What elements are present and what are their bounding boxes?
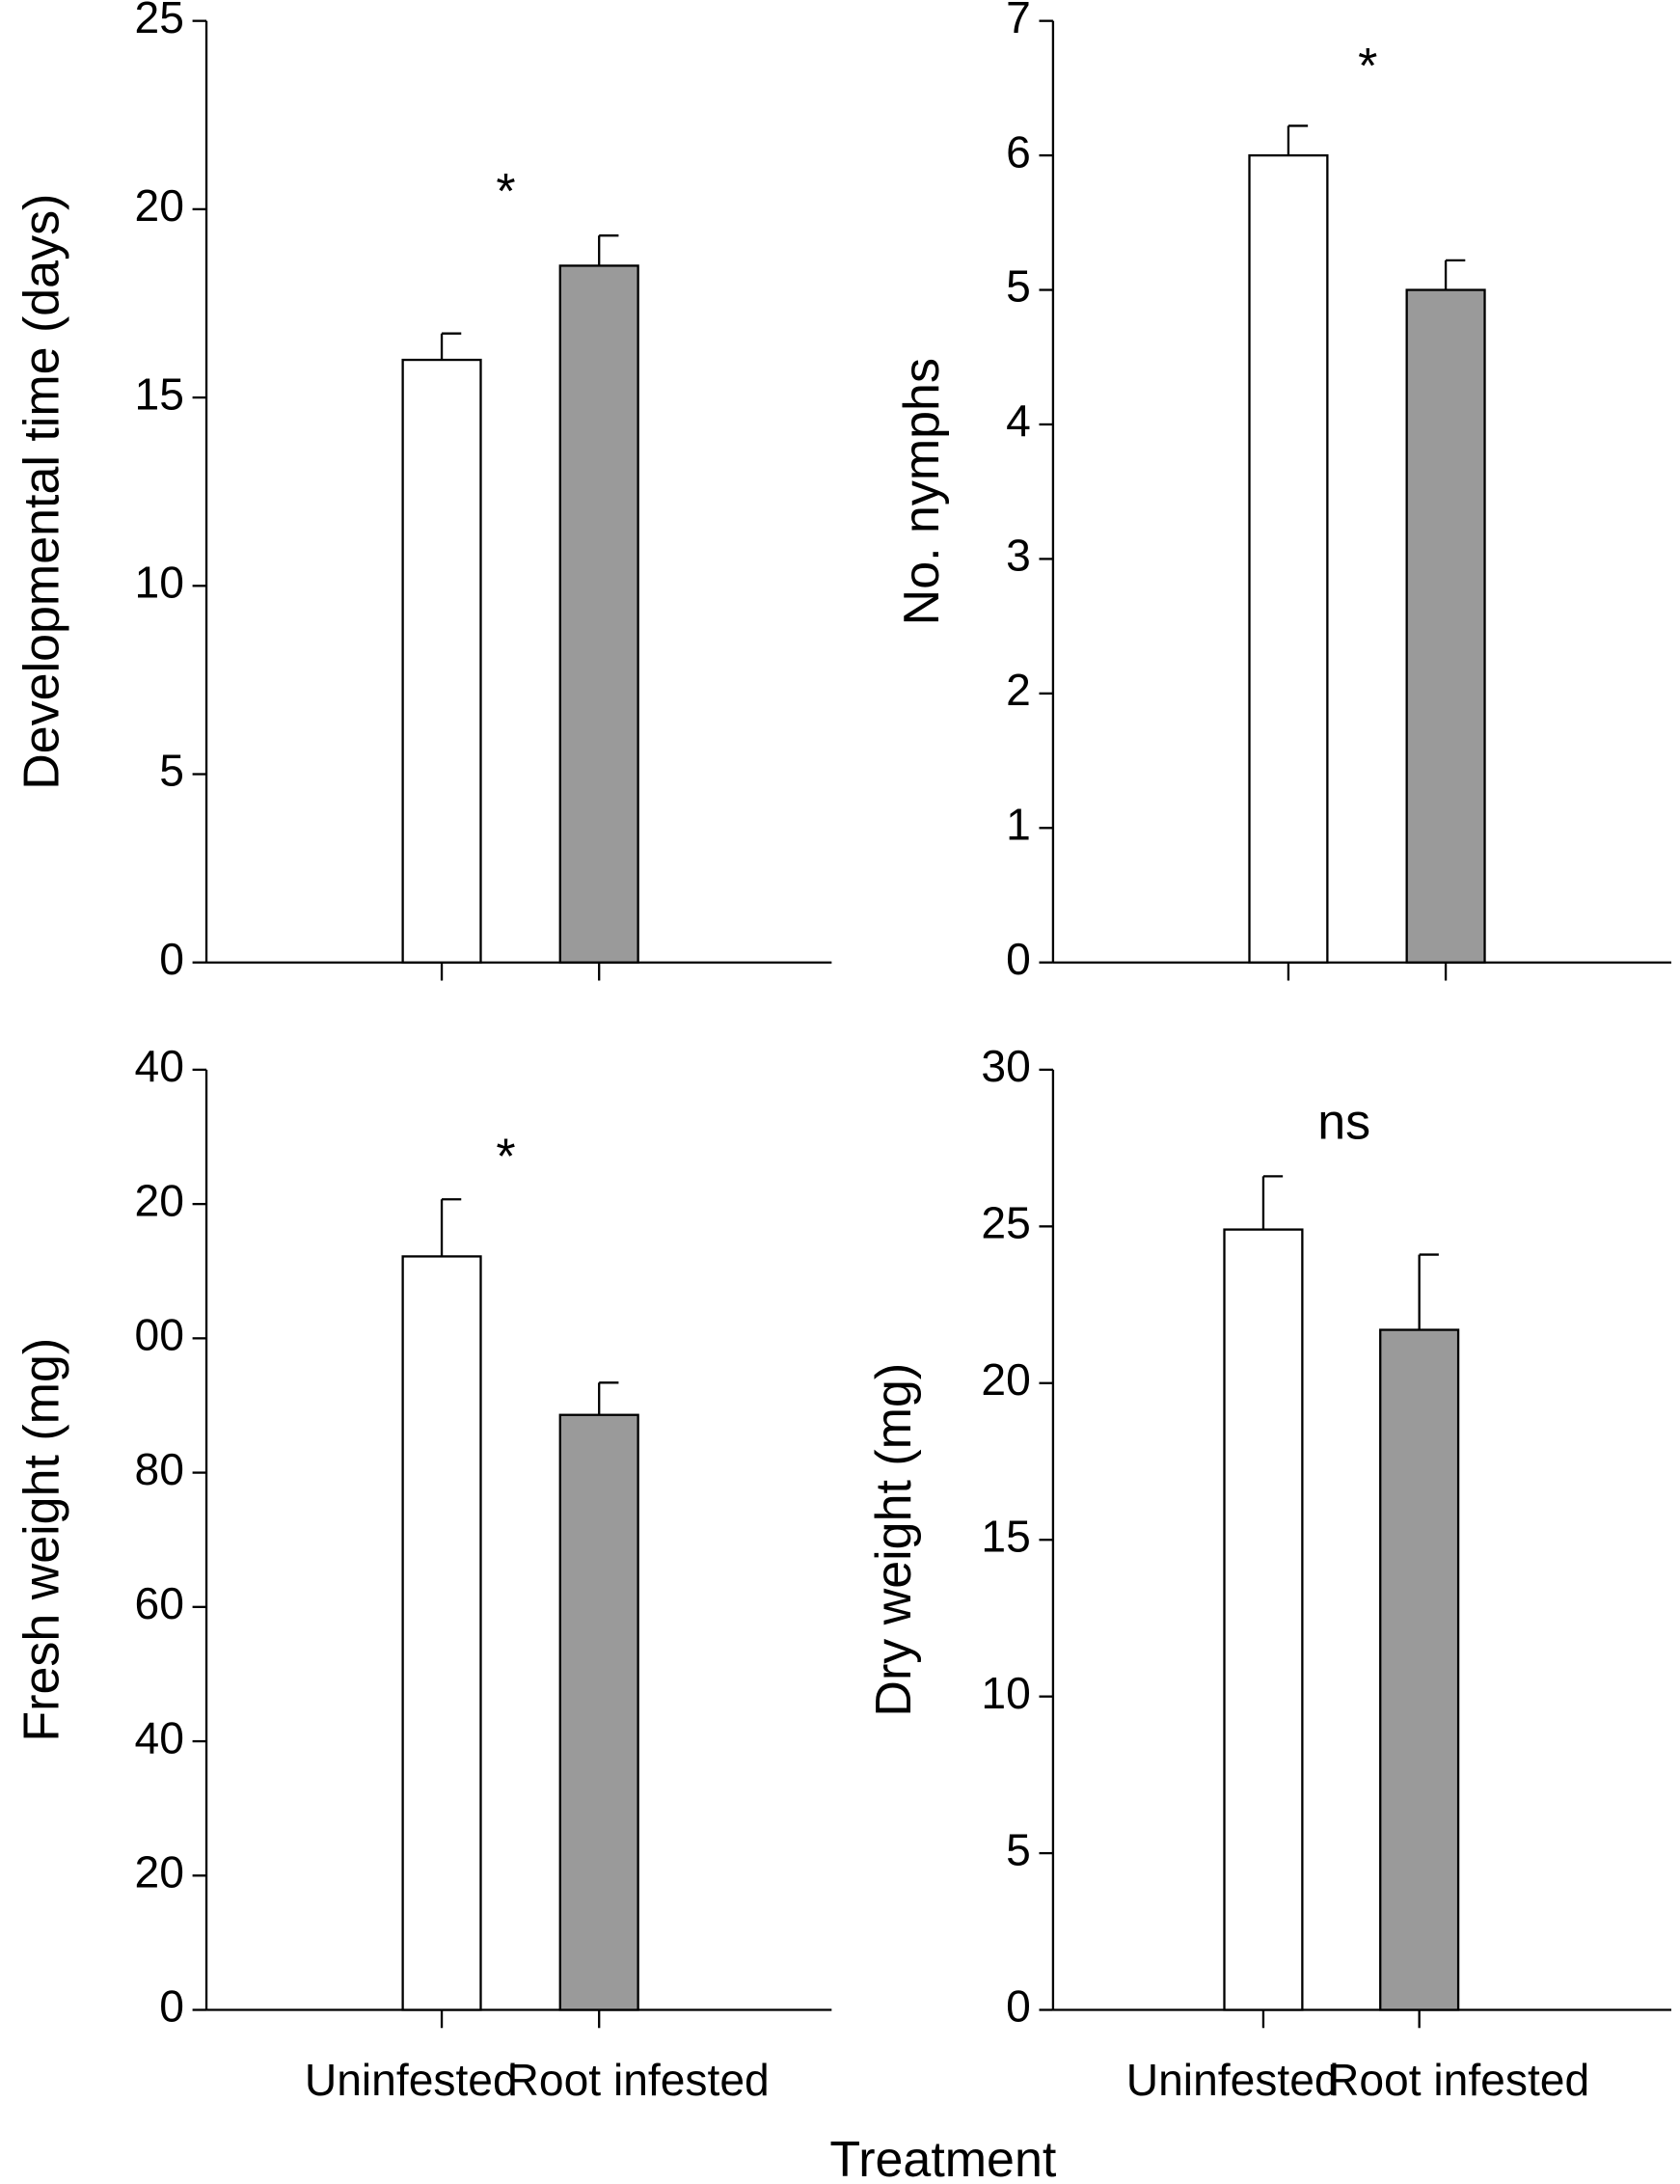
y-tick-label: 5 bbox=[159, 746, 184, 796]
y-axis-label: No. nymphs bbox=[894, 358, 950, 625]
y-tick-label: 00 bbox=[135, 1310, 184, 1360]
y-tick-label: 10 bbox=[981, 1668, 1030, 1718]
y-tick-label: 6 bbox=[1006, 126, 1031, 177]
y-tick-label: 2 bbox=[1006, 665, 1031, 715]
y-axis-label: Dry weight (mg) bbox=[866, 1363, 922, 1717]
y-tick-label: 25 bbox=[135, 0, 184, 42]
y-tick-label: 20 bbox=[135, 180, 184, 231]
y-axis-label: Developmental time (days) bbox=[14, 194, 69, 790]
y-tick-label: 0 bbox=[1006, 1981, 1031, 2032]
y-tick-label: 80 bbox=[135, 1444, 184, 1494]
y-tick-label: 15 bbox=[135, 369, 184, 419]
x-axis-label: Treatment bbox=[829, 2132, 1056, 2184]
x-tick-label: Uninfested bbox=[1126, 2055, 1340, 2105]
y-axis-label: Fresh weight (mg) bbox=[14, 1338, 69, 1742]
y-tick-label: 3 bbox=[1006, 531, 1031, 581]
y-tick-label: 10 bbox=[135, 557, 184, 607]
y-tick-label: 0 bbox=[1006, 934, 1031, 984]
annotation: * bbox=[1358, 39, 1377, 95]
y-tick-label: 25 bbox=[981, 1198, 1030, 1248]
bar bbox=[1248, 153, 1329, 964]
annotation: ns bbox=[1317, 1094, 1370, 1150]
annotation: * bbox=[496, 164, 515, 220]
annotation: * bbox=[496, 1129, 515, 1185]
y-tick-label: 5 bbox=[1006, 261, 1031, 312]
y-tick-label: 20 bbox=[135, 1175, 184, 1225]
y-tick-label: 40 bbox=[135, 1712, 184, 1762]
x-tick-label: Root infested bbox=[507, 2055, 770, 2105]
y-tick-label: 20 bbox=[981, 1354, 1030, 1405]
y-tick-label: 1 bbox=[1006, 799, 1031, 849]
y-tick-label: 4 bbox=[1006, 396, 1031, 446]
x-tick-label: Root infested bbox=[1327, 2055, 1589, 2105]
bar bbox=[401, 1255, 482, 2011]
y-tick-label: 15 bbox=[981, 1511, 1030, 1561]
x-tick-label: Uninfested bbox=[305, 2055, 518, 2105]
bar bbox=[558, 1413, 639, 2011]
y-tick-label: 60 bbox=[135, 1578, 184, 1628]
y-tick-label: 20 bbox=[135, 1846, 184, 1897]
bar bbox=[1223, 1228, 1304, 2011]
bar bbox=[558, 264, 639, 964]
y-tick-label: 5 bbox=[1006, 1824, 1031, 1874]
y-tick-label: 0 bbox=[159, 934, 184, 984]
bar bbox=[1379, 1328, 1460, 2011]
y-tick-label: 40 bbox=[135, 1041, 184, 1091]
y-tick-label: 0 bbox=[159, 1981, 184, 2032]
bar bbox=[1405, 288, 1486, 964]
y-tick-label: 30 bbox=[981, 1041, 1030, 1091]
bar bbox=[401, 358, 482, 964]
y-tick-label: 7 bbox=[1006, 0, 1031, 42]
